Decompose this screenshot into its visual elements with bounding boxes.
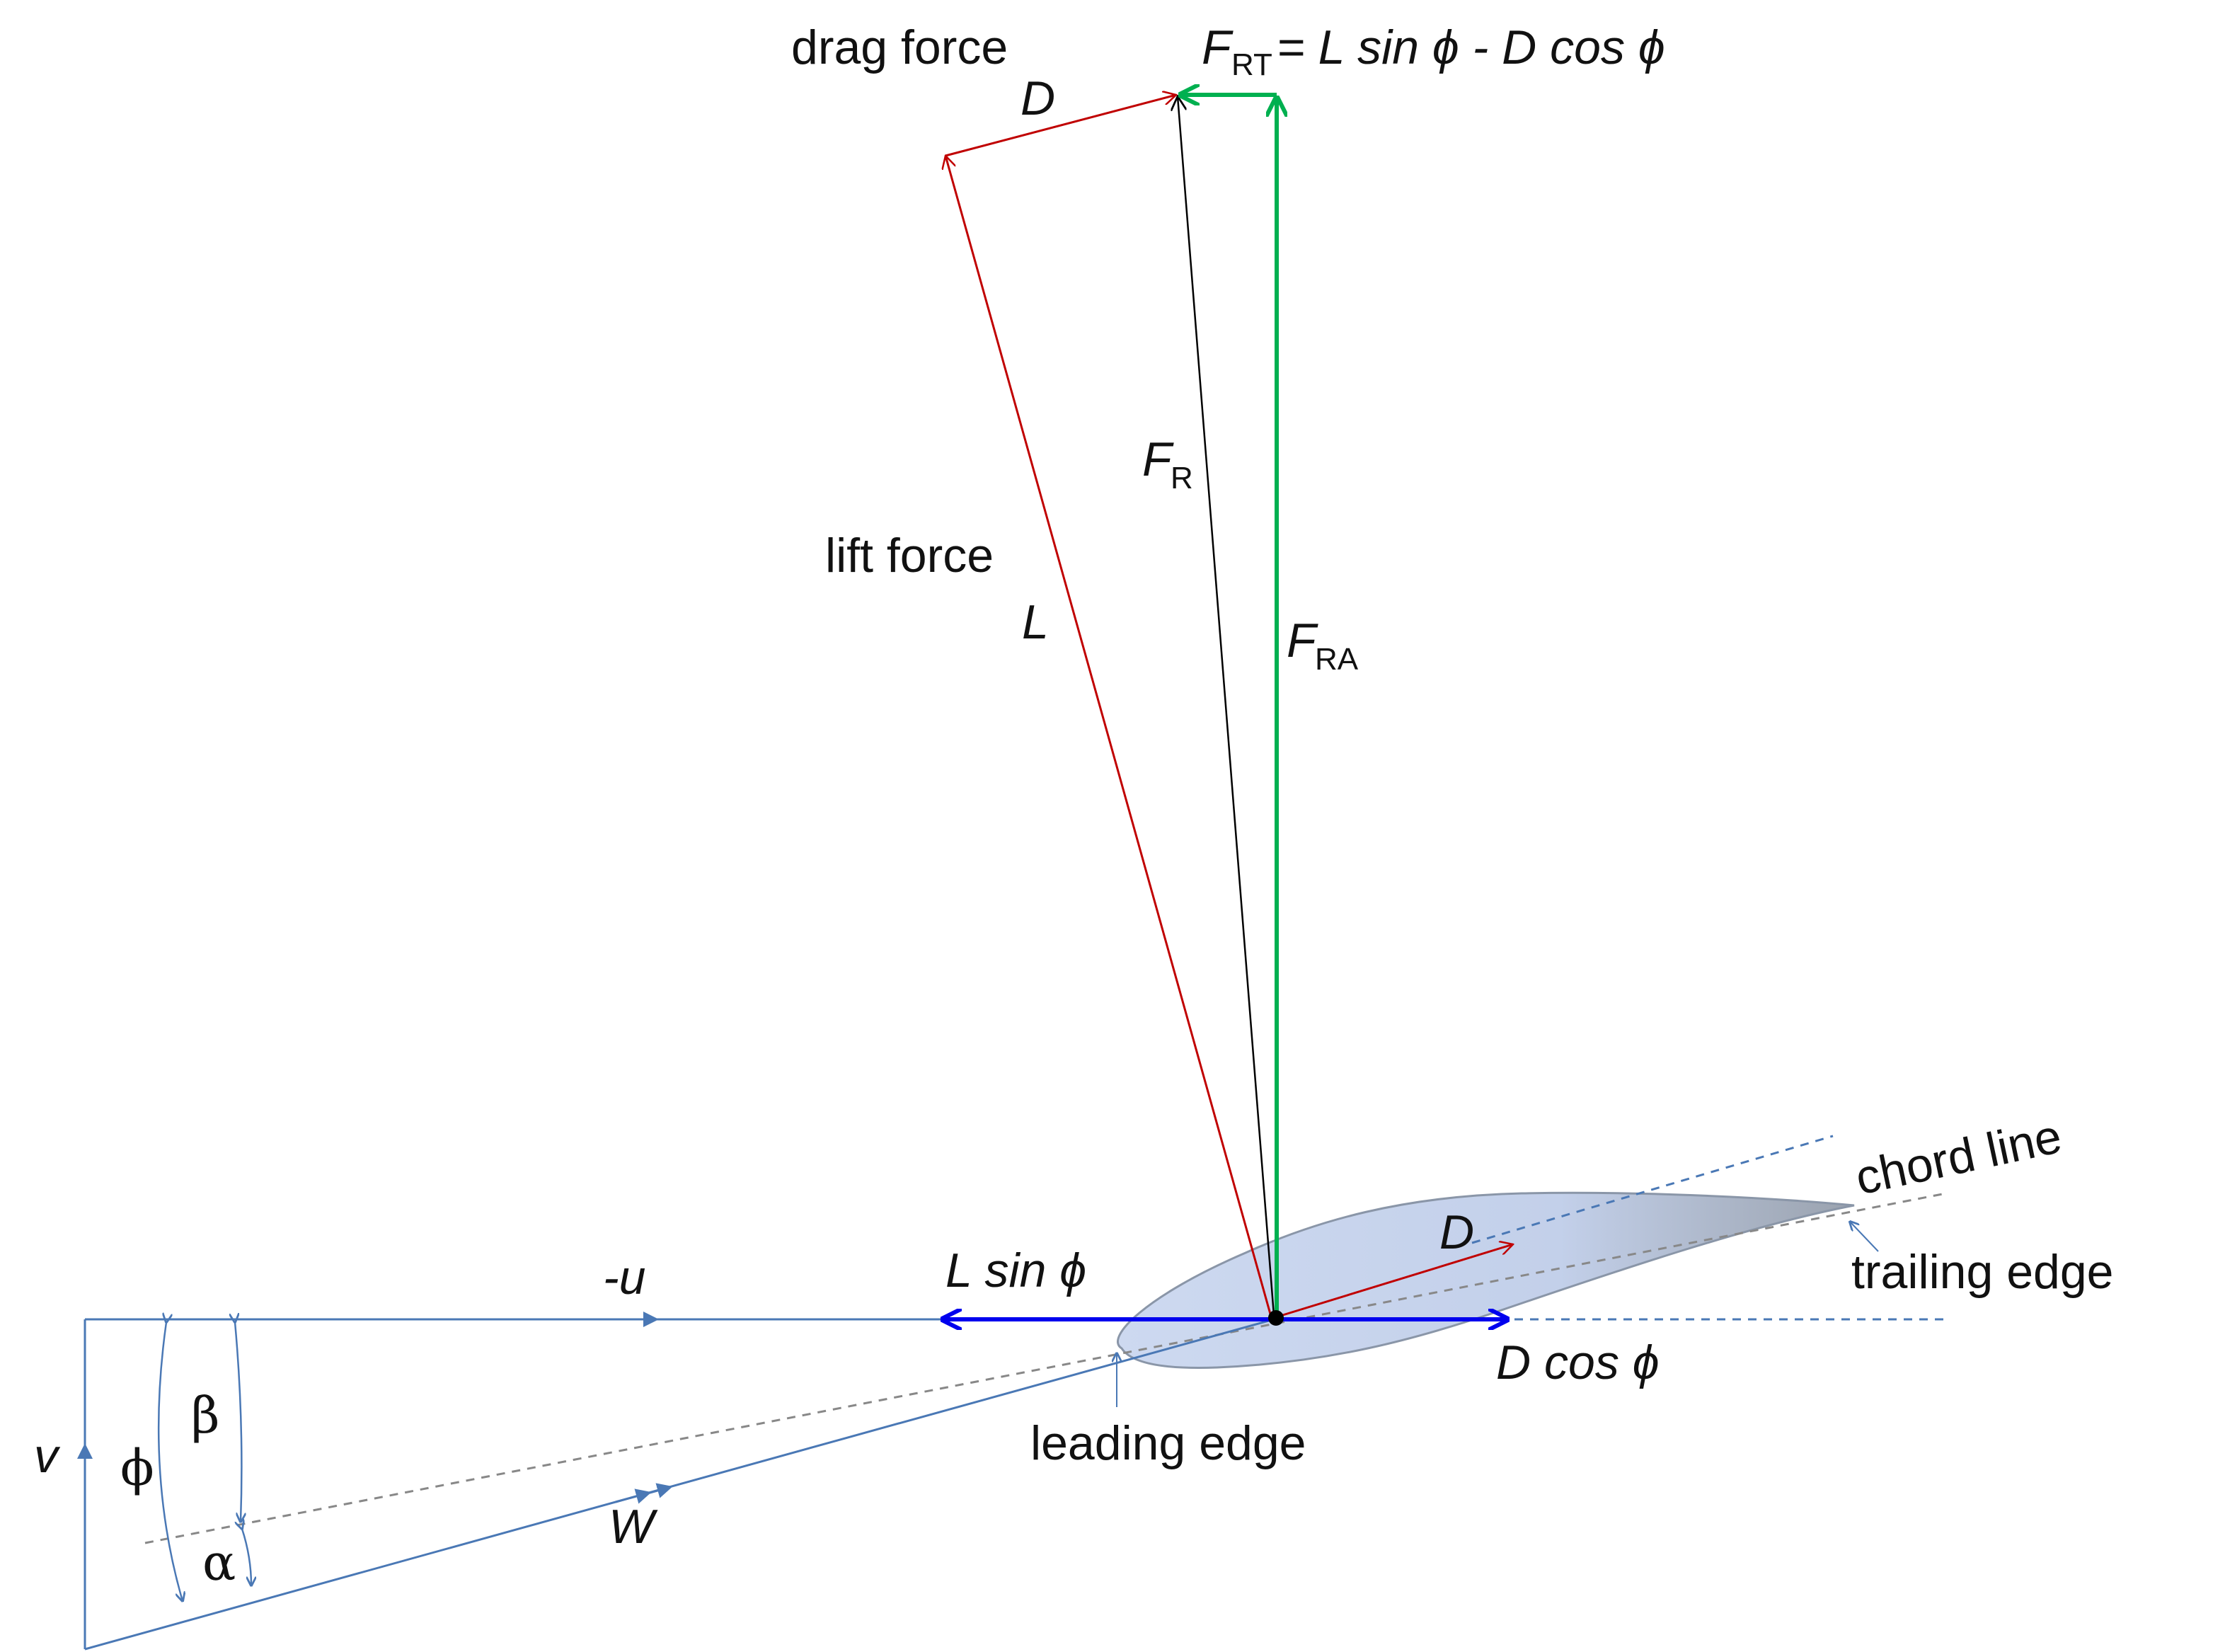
chord-line-label: chord line	[1851, 1109, 2066, 1205]
fra-label: F RA	[1287, 614, 1359, 677]
trailing-edge-label: trailing edge	[1851, 1245, 2113, 1299]
drag-force-vector-airfoil	[1277, 1244, 1513, 1318]
phi-label: ϕ	[120, 1439, 154, 1497]
alpha-label: α	[202, 1534, 236, 1592]
drag-d-label-top: D	[1020, 71, 1055, 125]
fr-label: F R	[1142, 432, 1193, 495]
d-cos-phi-label: D cos ϕ	[1496, 1336, 1660, 1389]
svg-text:F: F	[1142, 432, 1174, 486]
leading-edge-label: leading edge	[1030, 1416, 1306, 1470]
minus-u-label: -u	[603, 1251, 645, 1304]
w-relative-velocity-line	[84, 1318, 1275, 1651]
svg-text:RA: RA	[1315, 642, 1359, 677]
chord-line	[144, 1192, 1947, 1544]
svg-text:R: R	[1171, 461, 1193, 495]
force-application-point	[1268, 1310, 1284, 1326]
frt-equation-label: F RT = L sin ϕ - D cos ϕ	[1202, 21, 1665, 82]
svg-text:= L sin ϕ - D cos ϕ: = L sin ϕ - D cos ϕ	[1277, 21, 1665, 74]
phi-angle-arc	[157, 1322, 183, 1601]
lift-force-vector	[945, 156, 1272, 1317]
resultant-force-vector	[1178, 96, 1275, 1316]
drag-force-vector-top	[945, 95, 1176, 157]
lift-l-label: L	[1022, 595, 1049, 649]
svg-text:F: F	[1202, 21, 1234, 74]
beta-angle-arc	[235, 1322, 241, 1522]
svg-text:F: F	[1287, 614, 1318, 667]
alpha-angle-arc	[242, 1529, 251, 1585]
beta-label: β	[191, 1387, 219, 1445]
lift-force-label: lift force	[825, 529, 994, 583]
trailing-edge-pointer	[1850, 1222, 1879, 1252]
drag-force-label: drag force	[791, 21, 1008, 74]
v-label: v	[34, 1429, 61, 1483]
svg-text:RT: RT	[1231, 47, 1272, 82]
l-sin-phi-label: L sin ϕ	[945, 1244, 1086, 1297]
relative-wind-extension-dashed-line	[1471, 1135, 1834, 1244]
drag-d-label-airfoil: D	[1439, 1205, 1474, 1259]
airfoil-shape	[1117, 1191, 1855, 1369]
w-label: W	[609, 1500, 658, 1554]
w-relative-velocity-arrow-2	[636, 1483, 673, 1498]
